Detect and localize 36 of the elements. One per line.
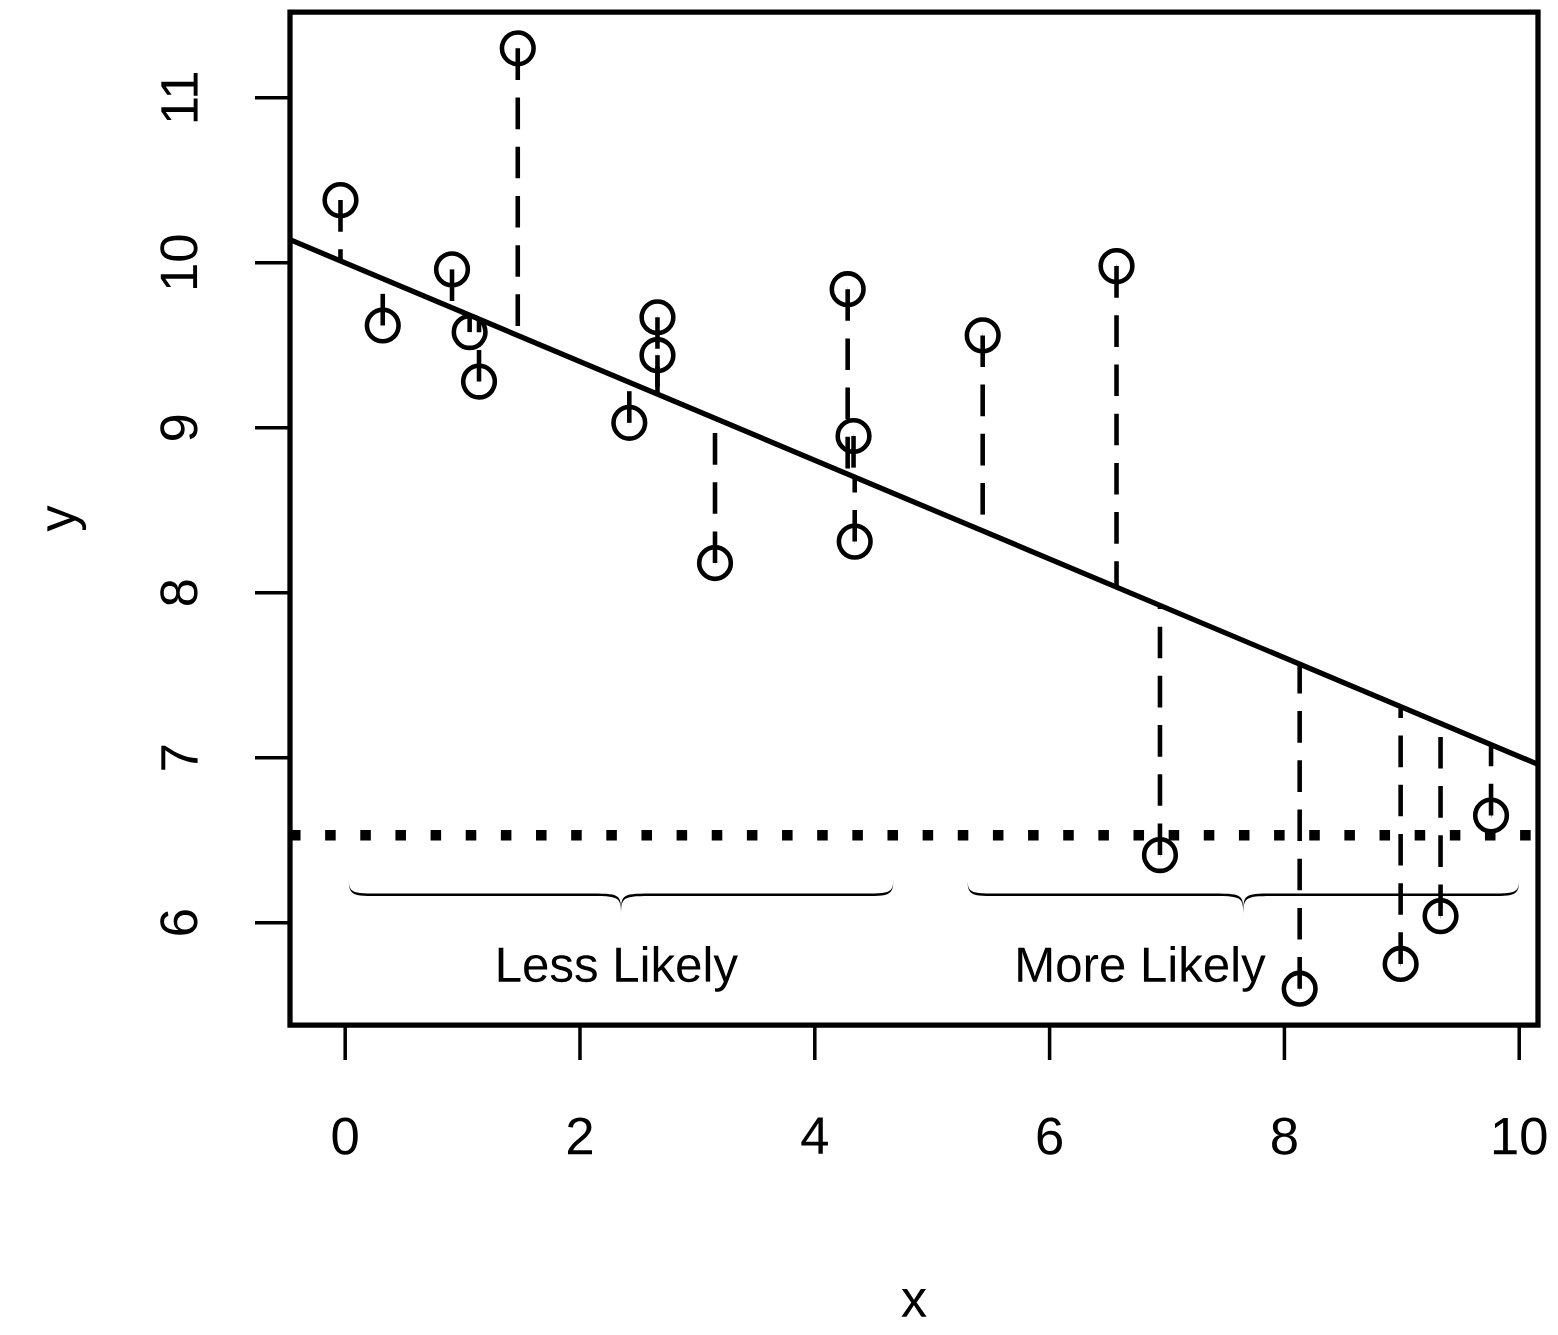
x-tick-label: 0 [332,1117,358,1155]
point [964,317,1001,354]
y-axis-title: y [47,505,87,532]
point [835,417,872,455]
x-tick-label: 4 [801,1117,828,1154]
y-tick-label: 6 [160,910,198,935]
y-tick-label: 9 [160,415,198,440]
point [451,313,488,351]
point [433,251,471,288]
x-axis-title: x [901,1288,927,1317]
point [1141,836,1179,874]
point [460,363,498,400]
point [364,307,401,344]
point [696,544,734,582]
x-tick-label: 10 [1493,1117,1547,1155]
point [836,523,873,560]
point [1382,945,1419,983]
point [1422,898,1459,935]
point [611,404,648,441]
point [1281,970,1318,1007]
y-tick-label: 11 [161,73,198,122]
annotation: Less Likely [498,945,738,992]
y-tick-label: 10 [160,235,198,289]
y-tick-label: 7 [161,745,198,770]
point [1098,247,1135,285]
x-tick-label: 6 [1037,1117,1062,1155]
point [322,181,359,219]
y-tick-label: 8 [160,580,198,606]
point [639,299,676,336]
x-tick-label: 2 [567,1117,593,1155]
point [1472,797,1510,834]
point [829,271,866,308]
annotation: More Likely [1018,945,1266,992]
x-tick-label: 8 [1272,1117,1297,1155]
point [639,337,676,374]
point [499,30,536,67]
